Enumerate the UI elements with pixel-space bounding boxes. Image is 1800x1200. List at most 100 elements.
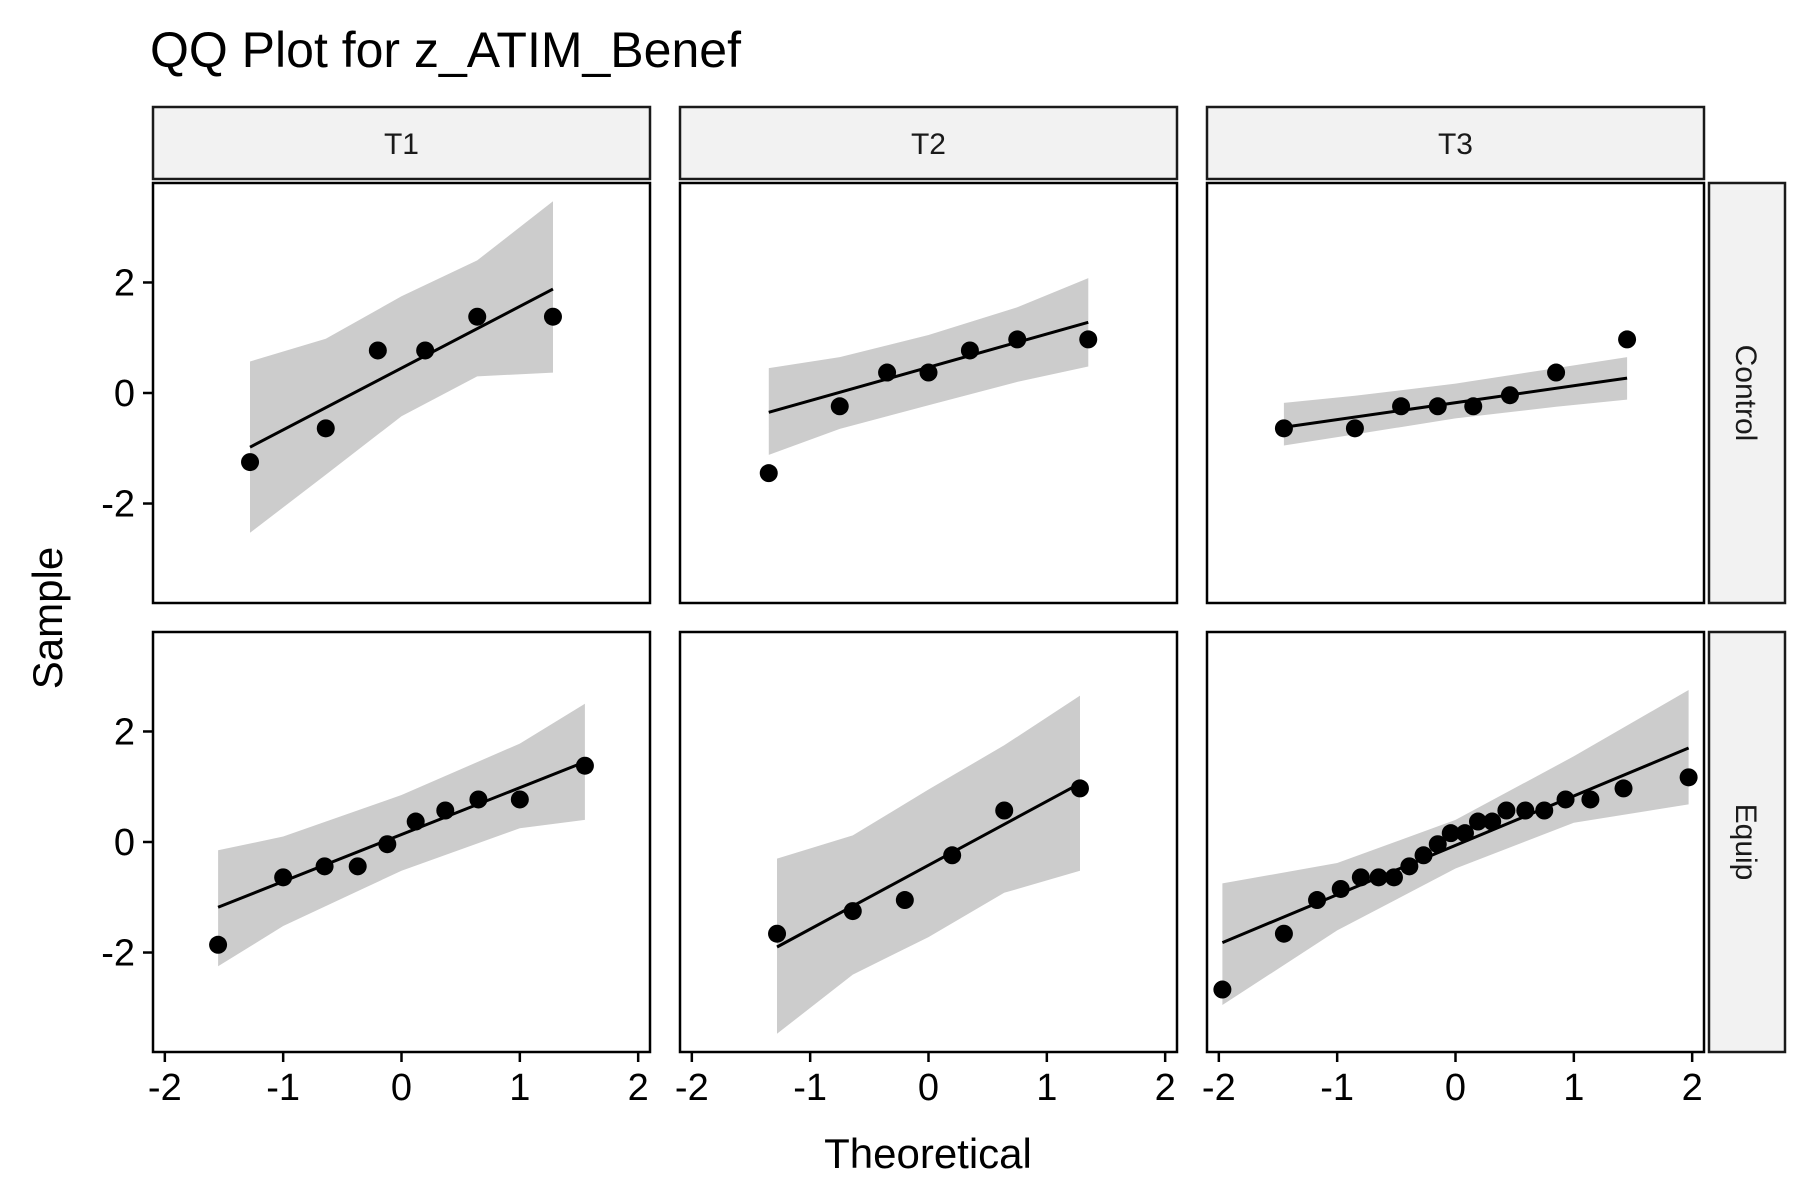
x-tick-label: 2 [1682,1067,1703,1109]
x-tick-label: -2 [1202,1067,1236,1109]
data-point [241,453,260,472]
data-point [895,891,914,910]
chart-title: QQ Plot for z_ATIM_Benef [150,22,741,78]
panel-t2-control [678,181,1179,605]
data-point [1392,397,1411,416]
panel-t1-control [151,181,652,605]
data-point [274,868,293,887]
data-point [1308,891,1327,910]
data-point [1614,779,1633,798]
panel-t3-control [1205,181,1706,605]
data-point [1428,835,1447,854]
panel-t3-equip [1205,630,1706,1054]
data-point [316,419,335,438]
data-point [1455,824,1474,843]
data-point [510,790,529,809]
data-point [543,307,562,326]
data-point [1556,790,1575,809]
x-tick-label: 1 [1036,1067,1057,1109]
data-point [843,902,862,921]
y-tick-label: 0 [114,373,135,415]
x-tick-label: 1 [1563,1067,1584,1109]
confidence-band [1222,690,1689,1005]
data-point [209,935,228,954]
data-point [1274,419,1293,438]
data-point [1428,397,1447,416]
data-point [1079,330,1098,349]
data-point [1414,846,1433,865]
data-point [1618,330,1637,349]
data-point [416,341,435,360]
data-point [1345,419,1364,438]
data-point [1500,386,1519,405]
data-point [1468,812,1487,831]
facet-strip-equip [1707,630,1787,1054]
facet-strip-control [1707,181,1787,605]
data-point [878,363,897,382]
data-point [1516,801,1535,820]
data-point [1483,812,1502,831]
data-point [768,924,787,943]
data-point [1497,801,1516,820]
data-point [960,341,979,360]
facet-strip-t1 [151,105,652,181]
facet-strip-label: T2 [911,128,946,161]
x-tick-label: -1 [793,1067,827,1109]
data-point [378,835,397,854]
panel-t1-equip [151,630,652,1054]
data-point [469,790,488,809]
qq-reference-line [1221,746,1690,944]
data-point [315,857,334,876]
facet-strip-label: T3 [1438,128,1473,161]
data-point [436,801,455,820]
data-point [1441,824,1460,843]
x-tick-label: 1 [509,1067,530,1109]
data-point [1331,879,1350,898]
x-tick-label: -1 [1320,1067,1354,1109]
facet-strip-t3 [1205,105,1706,181]
data-point [995,801,1014,820]
x-tick-label: 0 [1445,1067,1466,1109]
facet-strip-label: Control [1729,345,1762,442]
x-tick-label: 2 [628,1067,649,1109]
data-point [759,464,778,483]
data-point [348,857,367,876]
x-tick-label: 2 [1155,1067,1176,1109]
x-tick-label: 0 [918,1067,939,1109]
facet-strip-label: T1 [384,128,419,161]
data-point [943,846,962,865]
y-axis-title: Sample [24,547,71,689]
data-point [1581,790,1600,809]
data-point [1274,924,1293,943]
qq-reference-line [217,760,586,909]
data-point [1213,980,1232,999]
panel-border [678,181,1179,605]
y-tick-label: 2 [114,711,135,753]
qq-reference-line [776,782,1081,949]
x-tick-label: -2 [148,1067,182,1109]
qq-reference-line [249,287,554,449]
panel-border [1205,181,1706,605]
y-tick-label: 2 [114,262,135,304]
qq-reference-line [1283,376,1628,429]
data-point [368,341,387,360]
facet-strip-label: Equip [1729,804,1762,881]
data-point [1008,330,1027,349]
data-point [1535,801,1554,820]
data-point [1351,868,1370,887]
data-point [830,397,849,416]
data-point [468,307,487,326]
data-point [1464,397,1483,416]
data-point [1400,857,1419,876]
data-point [1070,779,1089,798]
data-point [1384,868,1403,887]
data-point [575,756,594,775]
facet-grid: T1 T2 T3 Control Equip 2 0 -2 2 0 -2 -2 -1 0 1 2 -2 -1 0 1 2… [101,105,1787,1109]
data-point [1547,363,1566,382]
x-axis-title: Theoretical [824,1130,1032,1177]
x-tick-label: -2 [675,1067,709,1109]
y-tick-label: -2 [101,933,135,975]
x-tick-label: 0 [391,1067,412,1109]
facet-strip-t2 [678,105,1179,181]
